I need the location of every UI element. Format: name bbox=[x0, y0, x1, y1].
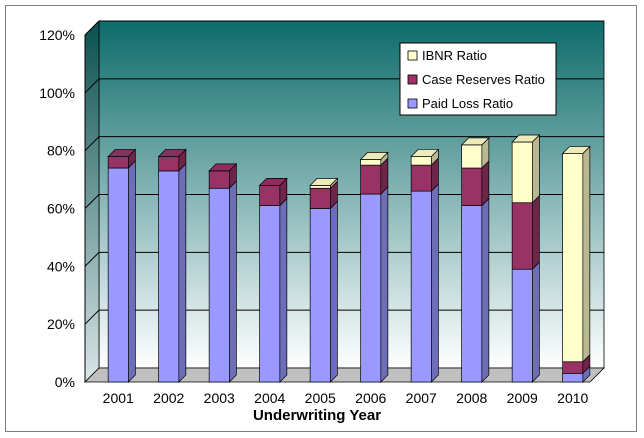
bar-top bbox=[107, 149, 137, 157]
bar-top bbox=[258, 178, 288, 186]
bar-top bbox=[208, 163, 238, 172]
bar-segment bbox=[309, 200, 338, 383]
x-tick-label: 2008 bbox=[456, 390, 487, 406]
x-tick-label: 2001 bbox=[103, 390, 134, 406]
legend: IBNR Ratio Case Reserves Ratio Paid Loss R… bbox=[399, 42, 557, 116]
y-tick-label: 60% bbox=[47, 201, 75, 217]
bar-segment bbox=[360, 186, 389, 383]
legend-swatch bbox=[407, 74, 418, 85]
bar-segment bbox=[259, 197, 288, 383]
bars bbox=[107, 134, 591, 383]
y-tick-label: 80% bbox=[47, 143, 75, 159]
bar-segment bbox=[208, 180, 237, 383]
y-tick-label: 0% bbox=[55, 374, 75, 390]
x-tick-label: 2002 bbox=[153, 390, 184, 406]
bar-segment bbox=[309, 180, 338, 210]
bar-top bbox=[561, 146, 591, 154]
y-axis-tick-labels: 0% 20% 40% 60% 80% 100% 120% bbox=[39, 27, 75, 390]
bar-segment bbox=[461, 160, 490, 207]
bar-segment bbox=[208, 163, 237, 190]
x-tick-label: 2009 bbox=[507, 390, 538, 406]
legend-item: IBNR Ratio bbox=[407, 48, 487, 63]
y-tick-label: 120% bbox=[39, 27, 75, 43]
y-tick-label: 20% bbox=[47, 316, 75, 332]
x-tick-label: 2005 bbox=[305, 390, 336, 406]
x-tick-label: 2006 bbox=[355, 390, 386, 406]
bar-segment bbox=[562, 145, 591, 363]
legend-swatch bbox=[407, 98, 418, 109]
legend-swatch bbox=[407, 50, 418, 61]
bar-segment bbox=[410, 183, 439, 383]
bar-segment bbox=[107, 160, 136, 383]
y-tick-label: 40% bbox=[47, 258, 75, 274]
bar-segment bbox=[511, 134, 540, 204]
legend-item: Case Reserves Ratio bbox=[407, 72, 545, 87]
bar-segment bbox=[158, 163, 187, 383]
bar-top bbox=[460, 137, 490, 146]
legend-label: IBNR Ratio bbox=[422, 48, 487, 63]
x-tick-label: 2004 bbox=[254, 390, 285, 406]
x-tick-label: 2003 bbox=[204, 390, 235, 406]
bar-segment bbox=[360, 157, 389, 195]
bar-top bbox=[410, 149, 440, 157]
bar-segment bbox=[511, 261, 540, 383]
legend-label: Case Reserves Ratio bbox=[422, 72, 545, 87]
legend-box bbox=[399, 42, 557, 116]
bar-top bbox=[511, 134, 541, 143]
y-tick-label: 100% bbox=[39, 85, 75, 101]
bar-segment bbox=[259, 177, 288, 207]
bar-segment bbox=[158, 148, 187, 172]
x-tick-label: 2010 bbox=[557, 390, 588, 406]
bar-top bbox=[309, 178, 339, 186]
x-axis-label: Underwriting Year bbox=[253, 407, 381, 424]
legend-item: Paid Loss Ratio bbox=[407, 96, 513, 111]
bar-top bbox=[157, 149, 187, 157]
bar-top bbox=[359, 151, 389, 160]
bar-segment bbox=[461, 197, 490, 383]
x-axis-tick-labels: 2001 2002 2003 2004 2005 2006 2007 2008 2009 2010 bbox=[103, 390, 589, 406]
legend-label: Paid Loss Ratio bbox=[422, 96, 513, 111]
gridline bbox=[84, 20, 604, 36]
x-tick-label: 2007 bbox=[406, 390, 437, 406]
gridline bbox=[84, 136, 604, 152]
bar-segment bbox=[511, 194, 540, 271]
